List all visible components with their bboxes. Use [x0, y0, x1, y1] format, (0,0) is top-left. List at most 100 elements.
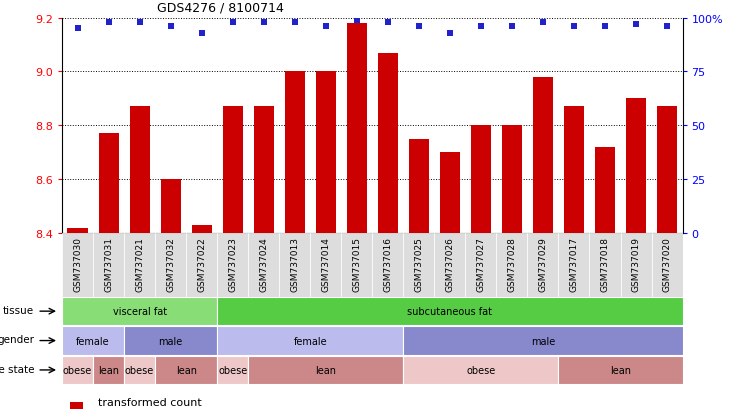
Text: lean: lean	[98, 365, 119, 375]
Text: GSM737020: GSM737020	[663, 237, 672, 291]
Text: gender: gender	[0, 335, 34, 344]
Text: lean: lean	[176, 365, 196, 375]
Point	[227, 19, 239, 26]
Bar	[626, 99, 646, 233]
Text: GSM737022: GSM737022	[197, 237, 206, 291]
Text: male: male	[531, 336, 555, 346]
Bar	[62, 297, 218, 325]
Text: female: female	[76, 336, 110, 346]
Bar	[595, 147, 615, 233]
Bar	[496, 233, 528, 297]
Bar	[657, 107, 677, 233]
Text: GSM737027: GSM737027	[477, 237, 485, 291]
Bar	[347, 24, 367, 233]
Text: obese: obese	[63, 365, 92, 375]
Bar	[279, 233, 310, 297]
Bar	[62, 327, 124, 355]
Bar	[218, 297, 683, 325]
Text: obese: obese	[466, 365, 496, 375]
Point	[413, 24, 425, 31]
Bar	[404, 356, 558, 384]
Text: disease state: disease state	[0, 364, 34, 374]
Point	[258, 19, 269, 26]
Bar	[533, 78, 553, 233]
Text: GSM737014: GSM737014	[321, 237, 330, 291]
Point	[382, 19, 393, 26]
Text: female: female	[293, 336, 327, 346]
Bar	[124, 233, 155, 297]
Point	[351, 17, 363, 24]
Bar	[62, 356, 93, 384]
Text: subcutaneous fat: subcutaneous fat	[407, 306, 492, 316]
Text: GSM737030: GSM737030	[73, 237, 82, 292]
Bar	[218, 327, 404, 355]
Text: GSM737019: GSM737019	[631, 237, 640, 292]
Bar	[218, 233, 248, 297]
Bar	[466, 233, 496, 297]
Bar	[218, 356, 248, 384]
Text: GSM737018: GSM737018	[601, 237, 610, 292]
Bar	[67, 228, 88, 233]
Bar	[372, 233, 404, 297]
Point	[537, 19, 549, 26]
Bar	[439, 153, 460, 233]
Bar	[99, 134, 119, 233]
Bar	[471, 126, 491, 233]
Point	[72, 26, 83, 33]
Text: GSM737026: GSM737026	[445, 237, 454, 291]
Point	[320, 24, 331, 31]
Bar	[161, 180, 181, 233]
Text: GSM737016: GSM737016	[383, 237, 392, 292]
Point	[165, 24, 177, 31]
Bar	[129, 107, 150, 233]
Bar	[191, 225, 212, 233]
Point	[630, 22, 642, 28]
Bar	[409, 139, 429, 233]
Point	[475, 24, 487, 31]
Bar	[558, 233, 590, 297]
Point	[196, 30, 207, 37]
Text: obese: obese	[218, 365, 247, 375]
Text: visceral fat: visceral fat	[112, 306, 166, 316]
Bar	[502, 126, 522, 233]
Text: lean: lean	[315, 365, 337, 375]
Text: GSM737013: GSM737013	[291, 237, 299, 292]
Text: tissue: tissue	[3, 305, 34, 315]
Text: GSM737031: GSM737031	[104, 237, 113, 292]
Bar	[285, 72, 305, 233]
Bar	[124, 327, 218, 355]
Point	[506, 24, 518, 31]
Bar	[223, 107, 243, 233]
Point	[661, 24, 673, 31]
Bar	[434, 233, 466, 297]
Text: obese: obese	[125, 365, 154, 375]
Bar	[315, 72, 336, 233]
Bar	[155, 233, 186, 297]
Bar	[404, 233, 434, 297]
Bar	[62, 233, 93, 297]
Bar	[528, 233, 558, 297]
Text: GSM737015: GSM737015	[353, 237, 361, 292]
Bar	[310, 233, 342, 297]
Bar	[652, 233, 683, 297]
Bar	[558, 356, 683, 384]
Bar	[70, 402, 83, 409]
Text: lean: lean	[610, 365, 631, 375]
Text: GSM737028: GSM737028	[507, 237, 516, 291]
Bar	[342, 233, 372, 297]
Text: GSM737021: GSM737021	[135, 237, 144, 291]
Bar	[248, 356, 404, 384]
Bar	[93, 356, 124, 384]
Bar	[186, 233, 218, 297]
Point	[134, 19, 145, 26]
Point	[444, 30, 456, 37]
Bar	[564, 107, 584, 233]
Text: transformed count: transformed count	[98, 397, 202, 407]
Point	[568, 24, 580, 31]
Bar	[124, 356, 155, 384]
Point	[103, 19, 115, 26]
Text: GSM737024: GSM737024	[259, 237, 268, 291]
Bar	[155, 356, 218, 384]
Text: GSM737017: GSM737017	[569, 237, 578, 292]
Bar	[377, 53, 398, 233]
